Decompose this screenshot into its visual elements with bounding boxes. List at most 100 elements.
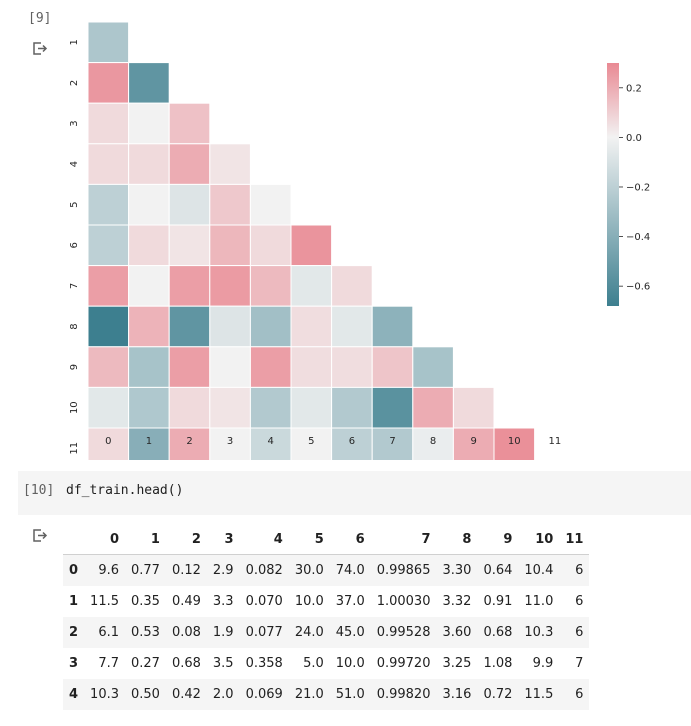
table-cell: 0.35: [131, 593, 160, 609]
heatmap-cell-10-4: [249, 386, 292, 429]
table-cell: 0.069: [245, 686, 283, 702]
heatmap-cell-9-8: [412, 346, 454, 388]
table-cell: 0.64: [483, 562, 513, 578]
colorbar-tick-label: −0.6: [626, 282, 650, 293]
heatmap-cell-10-2: [168, 386, 211, 429]
table-cell: 0.08: [171, 624, 201, 640]
x-tick-label: 0: [105, 436, 111, 447]
heatmap-cell-11-0: [87, 427, 130, 460]
heatmap-cell-8-4: [249, 305, 292, 348]
table-cell: 11.5: [90, 593, 119, 609]
colorbar-tick-label: −0.4: [626, 232, 650, 243]
code-cell-10[interactable]: df_train.head(): [18, 471, 691, 515]
table-cell: 10.3: [524, 624, 554, 640]
y-tick-label: 6: [69, 242, 80, 248]
heatmap-cell-10-9: [452, 386, 495, 429]
heatmap-cell-5-4: [249, 183, 292, 226]
x-tick-label: 2: [186, 436, 192, 447]
heatmap-cell-11-9: [452, 427, 495, 460]
x-tick-label: 3: [227, 436, 233, 447]
heatmap-cell-9-1: [128, 346, 170, 388]
row-index: 4: [69, 686, 79, 702]
table-cell: 10.0: [335, 655, 365, 671]
heatmap-cell-9-3: [209, 346, 251, 388]
x-tick-label: 7: [389, 436, 395, 447]
output-icon[interactable]: [32, 40, 48, 56]
heatmap-cell-3-0: [87, 102, 130, 145]
column-header: 11: [559, 524, 590, 555]
heatmap-cell-7-1: [128, 265, 170, 307]
heatmap-cell-11-10: [493, 427, 536, 460]
column-header: 4: [239, 524, 289, 555]
heatmap-cell-9-0: [87, 346, 130, 388]
heatmap-cell-10-5: [290, 386, 333, 429]
heatmap-cell-4-3: [209, 143, 251, 185]
heatmap-cell-9-6: [331, 346, 373, 388]
heatmap-cells: [87, 21, 536, 460]
column-header: 1: [125, 524, 166, 555]
table-cell: 3.60: [442, 624, 472, 640]
table-cell: 11.5: [524, 686, 554, 702]
table-row: 3 7.7 0.27 0.68 3.5 0.358 5.0 10.0 0.99720 3.25 1.…: [63, 648, 589, 679]
column-header: 7: [370, 524, 437, 555]
table-cell: 0.77: [131, 562, 160, 578]
x-tick-label: 4: [268, 436, 274, 447]
x-tick-label: 6: [349, 436, 355, 447]
dataframe-table: 0 1 2 3 4 5 6 7 8 9 10 11 0 9.6 0.77 0.12 2.9 0.082 30.0 7…: [63, 524, 590, 710]
x-tick-label: 8: [430, 436, 436, 447]
column-header: 9: [477, 524, 519, 555]
heatmap-cell-10-8: [412, 386, 454, 429]
table-cell: 0.53: [131, 624, 160, 640]
y-axis-ticks: 1 2 3 4 5 6 7 8 9 10 11: [69, 39, 80, 455]
correlation-heatmap: 1 2 3 4 5 6 7 8 9 10 11 0 1 2 3 4 5 6 7 8 9 10 11 0.2 0.0 −0.2 −…: [69, 21, 650, 460]
output-icon[interactable]: [32, 527, 48, 543]
table-cell: 0.49: [171, 593, 201, 609]
heatmap-cell-7-6: [331, 265, 373, 307]
heatmap-cell-3-2: [168, 102, 211, 145]
table-cell: 10.4: [524, 562, 554, 578]
heatmap-cell-7-4: [249, 265, 292, 307]
table-cell: 3.5: [212, 655, 234, 671]
table-cell: 10.3: [90, 686, 119, 702]
heatmap-cell-10-0: [87, 386, 130, 429]
table-cell: 0.68: [483, 624, 513, 640]
heatmap-cell-10-3: [209, 386, 251, 429]
heatmap-cell-6-4: [249, 224, 292, 267]
table-cell: 2.0: [212, 686, 234, 702]
y-tick-label: 2: [69, 80, 80, 86]
column-header: 6: [329, 524, 371, 555]
row-index: 3: [69, 655, 79, 671]
table-cell: 0.358: [245, 655, 283, 671]
row-index: 0: [69, 562, 79, 578]
table-cell: 0.082: [245, 562, 283, 578]
x-tick-label: 5: [308, 436, 314, 447]
heatmap-cell-11-1: [128, 427, 170, 460]
column-header: 0: [84, 524, 125, 555]
table-cell: 9.9: [532, 655, 554, 671]
table-cell: 10.0: [294, 593, 324, 609]
table-cell: 2.9: [212, 562, 234, 578]
table-cell: 45.0: [335, 624, 365, 640]
table-row: 0 9.6 0.77 0.12 2.9 0.082 30.0 74.0 0.99865 3.30 0…: [63, 554, 590, 586]
table-cell: 3.16: [442, 686, 472, 702]
heatmap-cell-7-2: [168, 265, 211, 307]
table-cell: 3.32: [442, 593, 472, 609]
x-axis-ticks: 0 1 2 3 4 5 6 7 8 9 10 11: [105, 436, 561, 447]
table-cell: 0.68: [171, 655, 201, 671]
x-tick-label: 9: [471, 436, 477, 447]
heatmap-cell-7-5: [290, 265, 333, 307]
y-tick-label: 1: [69, 39, 80, 45]
heatmap-cell-9-7: [371, 346, 414, 388]
heatmap-cell-6-2: [168, 224, 211, 267]
table-cell: 0.72: [483, 686, 513, 702]
row-index: 2: [69, 624, 79, 640]
table-row: 2 6.1 0.53 0.08 1.9 0.077 24.0 45.0 0.99528 3.60 0…: [63, 616, 590, 648]
heatmap-cell-5-0: [87, 183, 130, 226]
heatmap-cell-8-5: [290, 305, 333, 348]
row-index: 1: [69, 593, 79, 609]
heatmap-cell-6-5: [290, 224, 333, 267]
heatmap-cell-10-6: [331, 386, 373, 429]
x-tick-label: 11: [549, 436, 562, 447]
code-input[interactable]: df_train.head(): [66, 483, 184, 498]
table-cell: 74.0: [335, 562, 365, 578]
